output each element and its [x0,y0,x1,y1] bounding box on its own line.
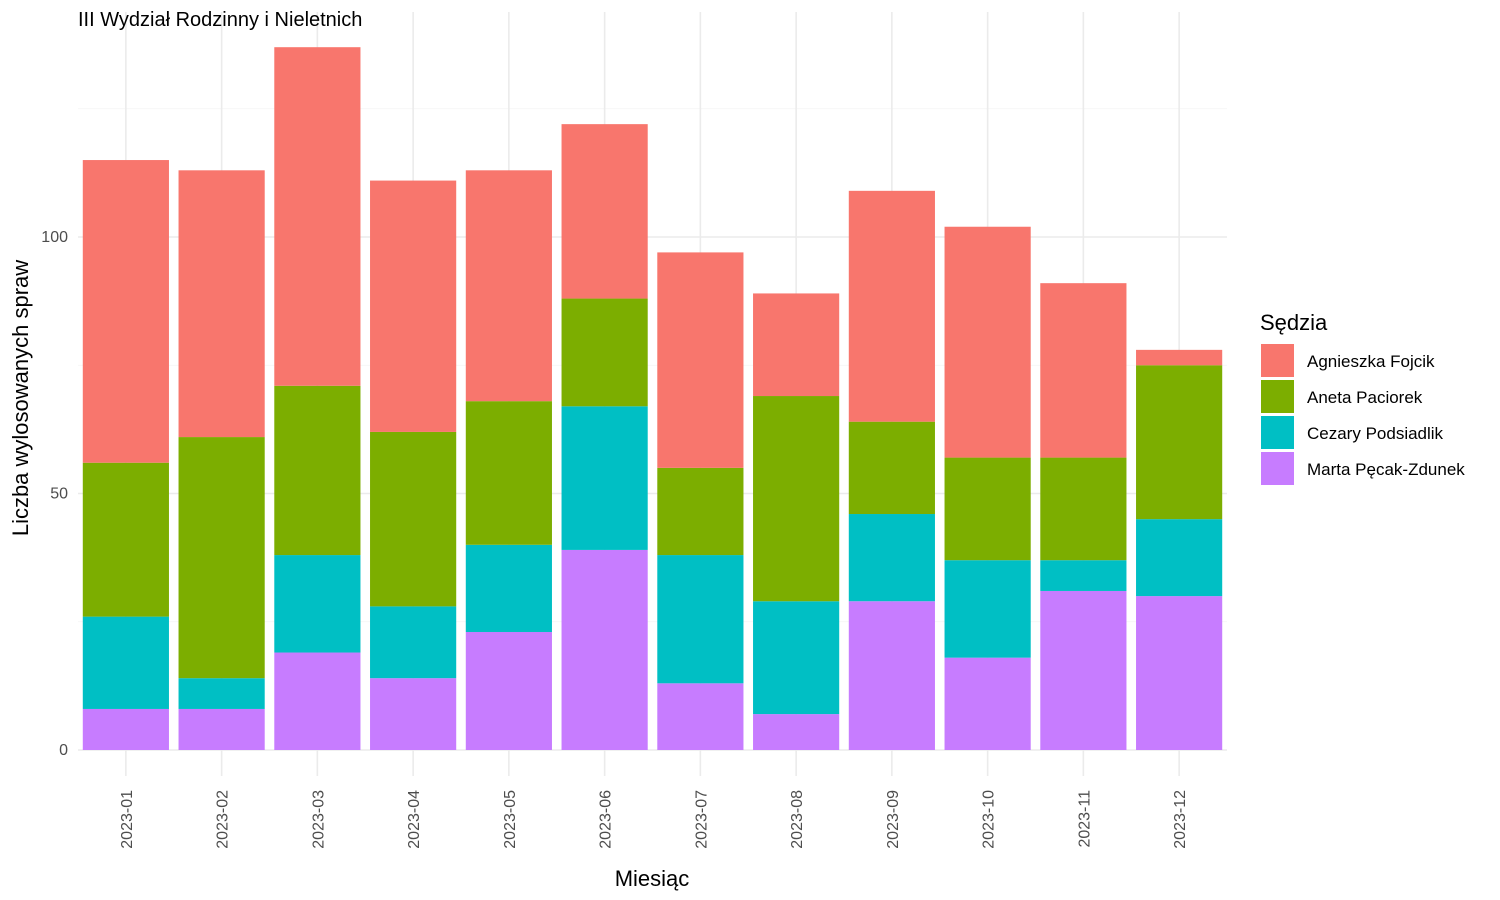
bar-segment [370,606,457,679]
bar-segment [848,421,935,515]
bar-segment [753,396,840,602]
bar-segment [657,467,744,556]
bar-segment [1136,365,1223,520]
x-tick-label: 2023-05 [502,790,519,849]
legend-label: Marta Pęcak-Zdunek [1307,460,1465,479]
bar-segment [1040,283,1127,458]
x-tick-label: 2023-09 [885,790,902,849]
x-tick-label: 2023-08 [789,790,806,849]
x-tick-label: 2023-11 [1076,790,1093,848]
bar-segment [1040,457,1127,561]
bar-segment [657,252,744,468]
x-tick-label: 2023-03 [310,790,327,849]
x-axis-title: Miesiąc [615,866,690,891]
x-tick-label: 2023-04 [406,790,423,849]
bar-segment [848,514,935,602]
bar-segment [82,160,169,463]
bar-segment [657,555,744,684]
bar-segment [1040,560,1127,591]
bar-segment [274,652,361,750]
legend-label: Cezary Podsiadlik [1307,424,1444,443]
bar-segment [848,601,935,750]
bar-segment [944,226,1031,458]
y-tick-label: 50 [50,486,68,503]
bar-segment [465,170,552,402]
legend-key [1261,344,1294,377]
bar-segment [944,457,1031,561]
x-tick-label: 2023-12 [1172,790,1189,849]
legend-key [1261,416,1294,449]
bar-segment [561,406,648,550]
bar-segment [561,124,648,299]
legend-title: Sędzia [1260,310,1328,335]
bar-segment [657,683,744,750]
bar-segment [82,462,169,617]
legend-label: Aneta Paciorek [1307,388,1423,407]
bar-segment [178,437,265,679]
bar-segment [370,180,457,432]
y-tick-label: 0 [59,742,68,759]
y-axis-title: Liczba wylosowanych spraw [8,260,33,536]
bar-segment [753,293,840,397]
x-tick-label: 2023-10 [981,790,998,849]
bar-segment [465,401,552,545]
bar-segment [370,678,457,750]
y-axis-ticks: 0 50 100 [41,229,68,759]
bars-layer [82,47,1223,750]
x-tick-label: 2023-06 [598,790,615,849]
bar-segment [465,544,552,633]
bar-segment [753,601,840,715]
x-tick-label: 2023-02 [215,790,232,849]
y-tick-label: 100 [41,229,68,246]
bar-segment [178,170,265,438]
x-tick-label: 2023-07 [693,790,710,849]
bar-segment [1136,349,1223,366]
x-axis-ticks: 2023-01 2023-02 2023-03 2023-04 2023-05 2023-… [119,790,1189,849]
legend-key [1261,380,1294,413]
bar-segment [178,708,265,750]
x-tick-label: 2023-01 [119,790,136,849]
bar-segment [561,298,648,407]
bar-segment [561,549,648,750]
bar-segment [82,616,169,709]
bar-segment [370,431,457,607]
bar-segment [1136,596,1223,750]
bar-segment [753,714,840,750]
bar-segment [274,555,361,653]
chart-title: III Wydział Rodzinny i Nieletnich [78,9,362,31]
bar-segment [465,632,552,750]
bar-segment [274,385,361,556]
legend-key [1261,452,1294,485]
legend-label: Agnieszka Fojcik [1307,352,1435,371]
bar-segment [848,190,935,422]
bar-segment [1136,519,1223,597]
bar-segment [944,560,1031,658]
bar-segment [178,678,265,709]
bar-segment [274,47,361,386]
legend: Sędzia Agnieszka Fojcik Aneta Paciorek Cez… [1260,310,1465,485]
bar-segment [82,708,169,750]
bar-segment [944,657,1031,750]
bar-segment [1040,590,1127,750]
